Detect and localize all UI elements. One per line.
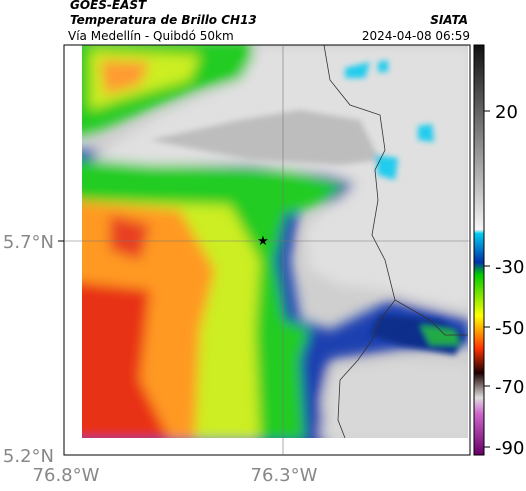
satellite-name: GOES-EAST — [70, 0, 147, 12]
colorbar-label: 20 — [495, 102, 518, 123]
source: SIATA — [430, 13, 468, 27]
colorbar-label: -70 — [495, 377, 524, 398]
lon-label: 76.3°W — [251, 465, 318, 486]
lon-label: 76.8°W — [33, 465, 100, 486]
product-title: Temperatura de Brillo CH13 — [70, 13, 257, 27]
lat-label: 5.2°N — [3, 446, 54, 467]
colorbar-label: -50 — [495, 318, 524, 339]
datetime: 2024-04-08 06:59 — [362, 29, 470, 43]
lat-label: 5.7°N — [3, 232, 54, 253]
location-star: ★ — [257, 234, 269, 249]
map-frame — [63, 44, 471, 456]
satellite-image — [82, 45, 468, 438]
region: Vía Medellín - Quibdó 50km — [68, 29, 234, 43]
colorbar — [473, 44, 485, 456]
colorbar-label: -30 — [495, 257, 524, 278]
colorbar-label: -90 — [495, 438, 524, 459]
